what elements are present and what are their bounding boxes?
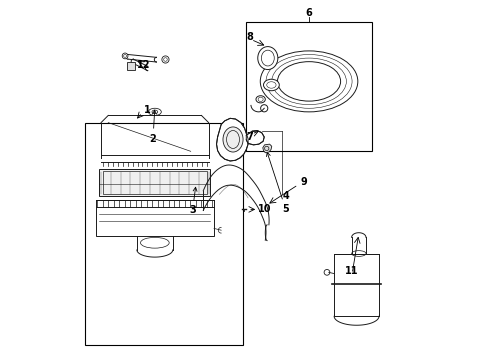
Ellipse shape — [255, 96, 265, 103]
Text: 8: 8 — [246, 32, 253, 41]
Text: 10: 10 — [257, 204, 270, 215]
Text: 9: 9 — [300, 177, 306, 187]
Text: 6: 6 — [305, 8, 312, 18]
Bar — [333, 253, 378, 316]
Ellipse shape — [122, 53, 128, 59]
Bar — [99, 169, 210, 196]
Text: 2: 2 — [149, 110, 156, 144]
Text: 5: 5 — [266, 152, 288, 215]
Bar — [85, 123, 242, 345]
Text: 12: 12 — [137, 60, 150, 70]
Bar — [126, 62, 135, 69]
Ellipse shape — [162, 56, 169, 63]
Text: 11: 11 — [345, 266, 358, 276]
Text: 4: 4 — [282, 191, 288, 201]
Polygon shape — [216, 118, 247, 161]
Bar — [96, 200, 214, 235]
Bar — [246, 22, 371, 151]
Bar — [102, 171, 206, 194]
Text: 1: 1 — [144, 105, 151, 115]
Ellipse shape — [223, 127, 243, 152]
Ellipse shape — [257, 46, 277, 69]
Text: 3: 3 — [189, 187, 197, 216]
Ellipse shape — [263, 79, 279, 91]
Polygon shape — [262, 144, 271, 153]
Text: 7: 7 — [246, 132, 253, 142]
Polygon shape — [246, 131, 264, 145]
